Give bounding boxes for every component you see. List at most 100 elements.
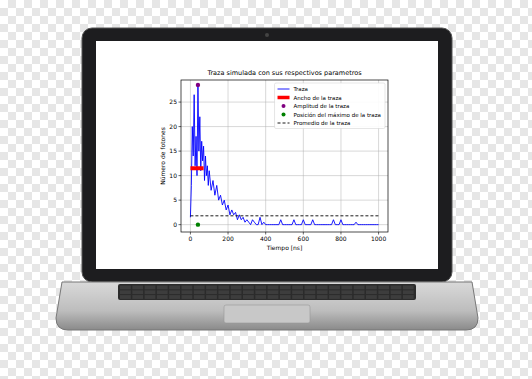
laptop-keyboard bbox=[118, 284, 416, 300]
laptop-key bbox=[206, 290, 217, 294]
tick-mark bbox=[179, 175, 182, 176]
laptop-key bbox=[292, 286, 303, 290]
laptop-key bbox=[391, 295, 402, 299]
laptop-key bbox=[206, 295, 217, 299]
laptop-key bbox=[194, 286, 205, 290]
tick-label: 1000 bbox=[371, 235, 386, 242]
laptop-key bbox=[292, 295, 303, 299]
laptop-screen bbox=[96, 41, 438, 269]
laptop-key bbox=[231, 286, 242, 290]
tick-mark bbox=[179, 102, 182, 103]
tick-label: 400 bbox=[260, 235, 272, 242]
laptop-key bbox=[378, 295, 389, 299]
laptop-key bbox=[280, 286, 291, 290]
laptop-key bbox=[218, 290, 229, 294]
laptop-camera bbox=[265, 33, 269, 37]
tick-label: 15 bbox=[169, 147, 177, 154]
laptop-key bbox=[145, 286, 156, 290]
legend-swatch bbox=[282, 113, 286, 117]
laptop-key bbox=[317, 286, 328, 290]
legend-label: Amplitud de la traza bbox=[294, 103, 350, 110]
laptop-bezel bbox=[82, 28, 452, 282]
legend-label: Posición del máximo de la traza bbox=[294, 112, 381, 118]
legend-swatch bbox=[278, 89, 290, 90]
laptop-key bbox=[218, 295, 229, 299]
tick-label: 800 bbox=[335, 235, 347, 242]
laptop-key bbox=[354, 290, 365, 294]
laptop-key bbox=[305, 290, 316, 294]
laptop-key bbox=[145, 290, 156, 294]
tick-label: 5 bbox=[173, 196, 177, 203]
laptop-base bbox=[56, 282, 478, 330]
laptop-key bbox=[378, 286, 389, 290]
laptop-key bbox=[317, 295, 328, 299]
laptop-key bbox=[403, 295, 414, 299]
laptop-trackpad bbox=[224, 305, 310, 323]
laptop-key bbox=[292, 290, 303, 294]
laptop-key bbox=[268, 290, 279, 294]
tick-label: 20 bbox=[169, 123, 177, 130]
laptop-key bbox=[403, 286, 414, 290]
series-line bbox=[190, 166, 203, 170]
legend: TrazaAncho de la trazaAmplitud de la tra… bbox=[275, 83, 385, 129]
laptop-key bbox=[243, 295, 254, 299]
laptop-key bbox=[341, 295, 352, 299]
laptop-key bbox=[280, 290, 291, 294]
legend-swatch bbox=[278, 96, 290, 100]
laptop-key bbox=[132, 290, 143, 294]
laptop-key bbox=[391, 286, 402, 290]
tick-mark bbox=[179, 200, 182, 201]
laptop-key bbox=[403, 290, 414, 294]
laptop-key bbox=[218, 286, 229, 290]
laptop-key bbox=[145, 295, 156, 299]
legend-label: Promedio de la traza bbox=[294, 120, 351, 126]
grid-line bbox=[181, 175, 388, 176]
laptop-key bbox=[341, 290, 352, 294]
laptop-key bbox=[329, 295, 340, 299]
laptop-key bbox=[231, 295, 242, 299]
laptop-key bbox=[182, 290, 193, 294]
laptop-key bbox=[268, 295, 279, 299]
laptop-key bbox=[206, 286, 217, 290]
laptop-key bbox=[157, 286, 168, 290]
scene: 0 200 400 600 800 1000 0 5 10 15 20 25 Traza simulad… bbox=[0, 0, 532, 379]
laptop-key bbox=[194, 295, 205, 299]
tick-label: 200 bbox=[222, 235, 234, 242]
tick-label: 0 bbox=[188, 235, 192, 242]
series-point bbox=[196, 222, 200, 226]
laptop-key bbox=[169, 290, 180, 294]
plot-frame bbox=[181, 80, 388, 232]
laptop-key bbox=[132, 295, 143, 299]
laptop-key bbox=[231, 290, 242, 294]
laptop-key bbox=[354, 295, 365, 299]
laptop-key bbox=[194, 290, 205, 294]
tick-mark bbox=[179, 151, 182, 152]
legend-swatch bbox=[278, 123, 290, 124]
tick-label: 25 bbox=[169, 98, 177, 105]
tick-mark bbox=[179, 224, 182, 225]
chart-title: Traza simulada con sus respectivos param… bbox=[206, 69, 362, 77]
tick-label: 10 bbox=[169, 172, 177, 179]
tick-label: 600 bbox=[298, 235, 310, 242]
laptop-key bbox=[120, 290, 131, 294]
laptop-key bbox=[132, 286, 143, 290]
axes: 0 200 400 600 800 1000 0 5 10 15 20 25 bbox=[169, 80, 388, 242]
tick-label: 0 bbox=[173, 221, 177, 228]
laptop-key bbox=[169, 286, 180, 290]
laptop-key bbox=[243, 286, 254, 290]
legend-frame bbox=[275, 83, 385, 129]
laptop-key bbox=[366, 290, 377, 294]
legend-label: Ancho de la traza bbox=[294, 95, 342, 101]
grid-line bbox=[265, 80, 266, 232]
laptop-key bbox=[329, 290, 340, 294]
laptop-key bbox=[329, 286, 340, 290]
laptop-key bbox=[391, 290, 402, 294]
laptop-key bbox=[255, 295, 266, 299]
laptop-key bbox=[255, 290, 266, 294]
laptop-key bbox=[341, 286, 352, 290]
laptop-key bbox=[120, 286, 131, 290]
x-axis-title: Tiempo [ns] bbox=[266, 244, 303, 252]
laptop-key bbox=[255, 286, 266, 290]
laptop-key bbox=[305, 286, 316, 290]
laptop-key bbox=[157, 295, 168, 299]
